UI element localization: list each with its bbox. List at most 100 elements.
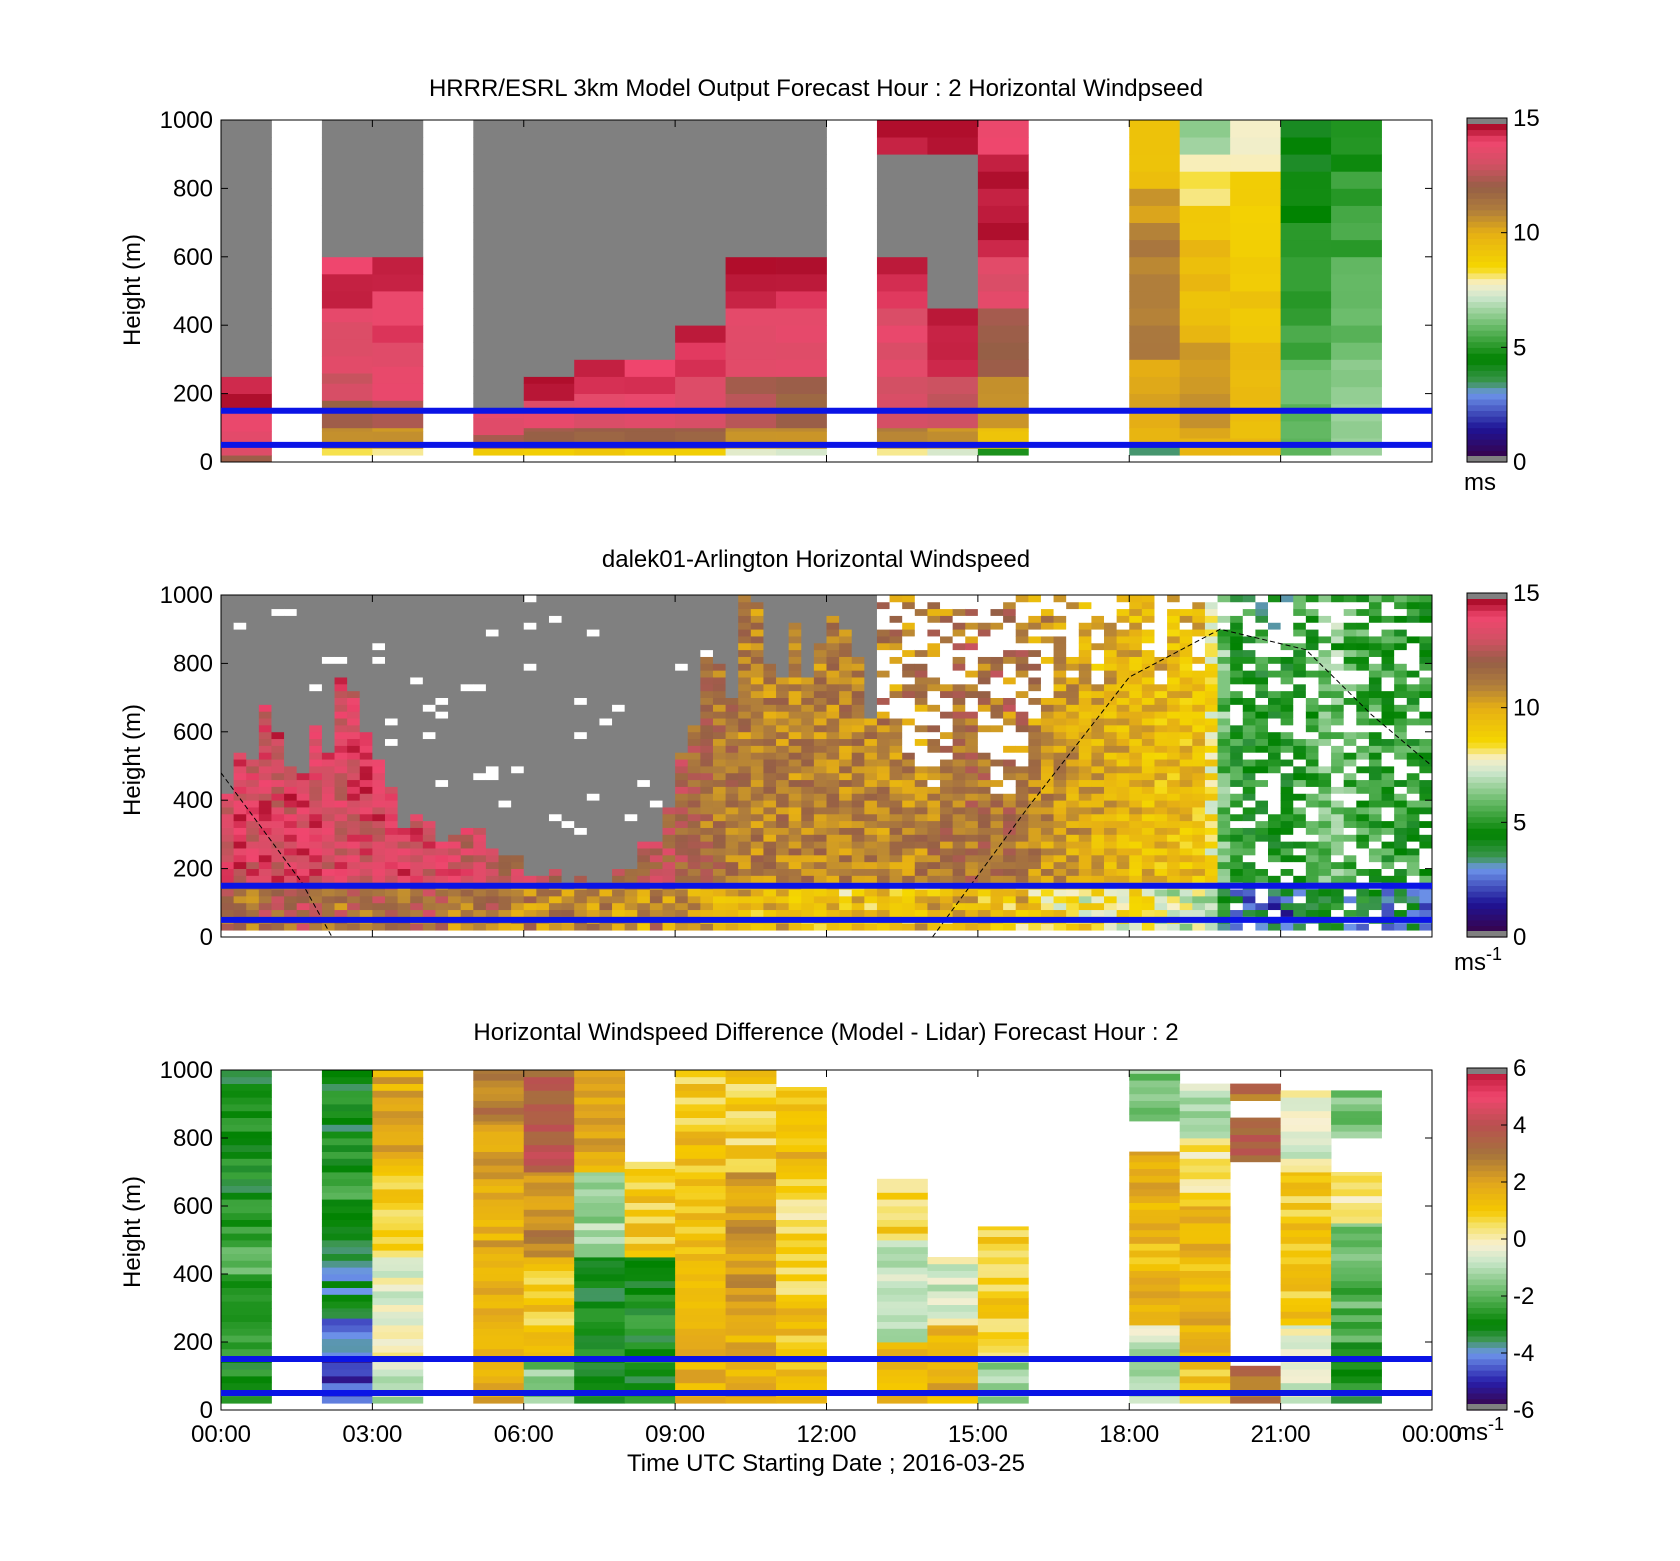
heatmap-cell (977, 642, 991, 651)
heatmap-cell (977, 376, 1029, 394)
heatmap-cell (1217, 738, 1231, 746)
heatmap-cell (1192, 820, 1206, 828)
colorbar-swatch (1467, 140, 1507, 148)
heatmap-cell (498, 622, 512, 630)
heatmap-cell (498, 868, 512, 876)
heatmap-cell (321, 222, 373, 241)
heatmap-cell (712, 711, 726, 719)
heatmap-cell (1343, 889, 1357, 897)
heatmap-cell (1129, 629, 1143, 637)
heatmap-cell (498, 841, 512, 849)
heatmap-cell (738, 827, 752, 835)
heatmap-cell (473, 683, 487, 692)
heatmap-cell (902, 718, 916, 726)
y-tick-label: 800 (173, 175, 213, 202)
heatmap-cell (851, 711, 865, 719)
heatmap-cell (1280, 291, 1332, 309)
heatmap-cell (876, 718, 890, 726)
heatmap-cell (1179, 779, 1193, 787)
heatmap-cell (523, 608, 537, 616)
heatmap-cell (675, 615, 689, 623)
heatmap-cell (889, 670, 903, 678)
heatmap-cell (372, 615, 386, 623)
heatmap-cell (876, 848, 890, 856)
heatmap-cell (637, 690, 651, 698)
heatmap-cell (750, 848, 764, 856)
heatmap-cell (284, 766, 298, 774)
heatmap-cell (599, 608, 613, 616)
heatmap-cell (1179, 308, 1231, 326)
heatmap-cell (498, 731, 512, 740)
heatmap-cell (1015, 629, 1029, 637)
heatmap-cell (1167, 636, 1181, 644)
heatmap-cell (448, 711, 462, 719)
heatmap-cell (738, 868, 752, 876)
heatmap-cell (1141, 718, 1155, 726)
heatmap-cell (738, 820, 752, 828)
heatmap-cell (473, 308, 525, 326)
heatmap-cell (296, 683, 310, 692)
heatmap-cell (839, 683, 853, 692)
heatmap-cell (687, 875, 701, 883)
heatmap-cell (801, 861, 815, 869)
heatmap-cell (296, 608, 310, 616)
heatmap-cell (675, 861, 689, 869)
heatmap-cell (246, 690, 260, 698)
heatmap-cell (1356, 800, 1370, 808)
heatmap-cell (221, 834, 235, 842)
heatmap-cell (1230, 827, 1244, 835)
heatmap-cell (422, 868, 436, 876)
heatmap-cell (460, 813, 474, 822)
heatmap-cell (725, 848, 739, 856)
heatmap-cell (902, 601, 916, 610)
heatmap-cell (1167, 895, 1181, 904)
heatmap-cell (246, 697, 260, 705)
heatmap-cell (473, 595, 487, 603)
heatmap-cell (889, 690, 903, 698)
heatmap-cell (940, 909, 954, 917)
heatmap-cell (511, 766, 525, 774)
heatmap-cell (1318, 841, 1332, 849)
heatmap-cell (1015, 759, 1029, 767)
heatmap-cell (561, 636, 575, 644)
heatmap-cell (940, 800, 954, 808)
heatmap-cell (435, 711, 449, 719)
heatmap-cell (536, 800, 550, 808)
heatmap-cell (271, 793, 285, 801)
heatmap-cell (498, 759, 512, 767)
heatmap-cell (1141, 622, 1155, 630)
heatmap-cell (649, 615, 663, 623)
heatmap-cell (548, 841, 562, 849)
heatmap-cell (1078, 738, 1092, 746)
heatmap-cell (839, 711, 853, 719)
colorbar-swatch (1467, 439, 1507, 446)
heatmap-cell (309, 786, 323, 794)
heatmap-cell (372, 273, 424, 292)
heatmap-cell (498, 663, 512, 671)
heatmap-cell (574, 342, 626, 360)
heatmap-cell (1116, 813, 1130, 822)
heatmap-cell (221, 683, 235, 692)
heatmap-cell (675, 759, 689, 767)
heatmap-cell (1179, 342, 1231, 360)
heatmap-cell (410, 731, 424, 740)
heatmap-cell (1141, 649, 1155, 657)
heatmap-cell (1003, 608, 1017, 616)
heatmap-cell (284, 636, 298, 644)
heatmap-cell (1154, 697, 1168, 705)
heatmap-cell (700, 752, 714, 760)
heatmap-cell (1217, 622, 1231, 630)
heatmap-cell (548, 807, 562, 815)
heatmap-cell (700, 677, 714, 685)
heatmap-cell (586, 697, 600, 705)
heatmap-cell (586, 841, 600, 849)
heatmap-cell (1204, 868, 1218, 876)
heatmap-cell (233, 902, 247, 911)
heatmap-cell (284, 752, 298, 760)
heatmap-cell (473, 759, 487, 767)
heatmap-cell (952, 601, 966, 610)
heatmap-cell (876, 670, 890, 678)
colorbar-swatch (1467, 370, 1507, 377)
heatmap-cell (876, 171, 928, 189)
heatmap-cell (384, 875, 399, 883)
